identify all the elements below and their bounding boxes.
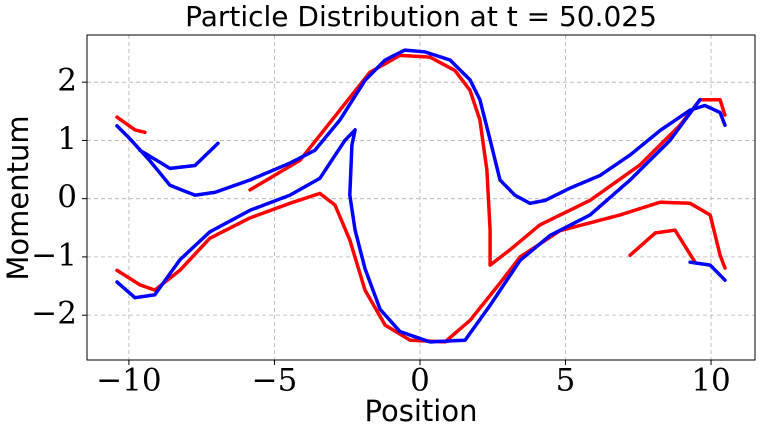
x-tick-label: 5: [556, 363, 576, 399]
x-tick-label: −10: [96, 363, 161, 399]
y-tick-label: 1: [57, 121, 77, 157]
x-tick-label: 10: [691, 363, 730, 399]
y-tick-label: −1: [31, 237, 77, 273]
y-axis-label: Momentum: [1, 115, 35, 280]
y-tick-label: 0: [57, 179, 77, 215]
chart-title: Particle Distribution at t = 50.025: [185, 0, 657, 33]
x-axis-label: Position: [365, 394, 478, 428]
particle-series: [115, 48, 727, 344]
y-tick-label: −2: [31, 296, 77, 332]
y-tick-label: 2: [57, 63, 77, 99]
particle-series: [115, 53, 727, 344]
x-tick-label: −5: [252, 363, 298, 399]
x-tick-label: 0: [410, 363, 430, 399]
plot-frame: [86, 34, 756, 361]
